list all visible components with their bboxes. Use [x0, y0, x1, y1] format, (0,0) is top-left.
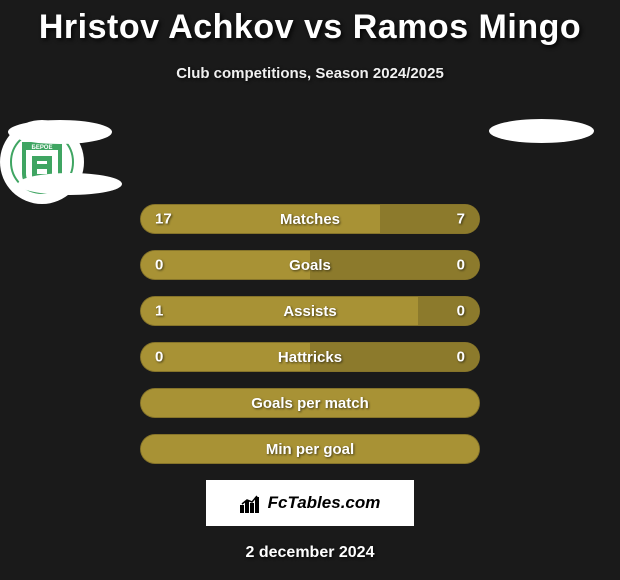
stat-value-right: 0 — [457, 257, 465, 274]
subtitle: Club competitions, Season 2024/2025 — [0, 65, 620, 82]
stat-row-goals: 0 0 Goals — [140, 250, 480, 280]
player-left-avatar-1 — [8, 120, 112, 144]
comparison-content: БЕРОЕ 17 7 Matches 0 0 Goals 1 0 Assists 0 0 Hat… — [0, 120, 620, 562]
stat-label: Goals per match — [251, 395, 369, 412]
player-right-avatar-1 — [489, 119, 594, 143]
fctables-logo-icon — [240, 493, 262, 513]
stat-label: Hattricks — [278, 349, 342, 366]
brand-badge[interactable]: FcTables.com — [206, 480, 414, 526]
stat-value-right: 0 — [457, 303, 465, 320]
footer-date: 2 december 2024 — [0, 544, 620, 562]
stat-label: Assists — [283, 303, 336, 320]
stat-value-left: 17 — [155, 211, 172, 228]
stat-value-left: 0 — [155, 257, 163, 274]
stat-label: Goals — [289, 257, 331, 274]
stat-value-right: 0 — [457, 349, 465, 366]
stat-label: Matches — [280, 211, 340, 228]
stat-value-right: 7 — [457, 211, 465, 228]
stats-column: 17 7 Matches 0 0 Goals 1 0 Assists 0 0 Hattricks… — [140, 204, 480, 464]
stat-fill-left — [141, 205, 380, 233]
stat-fill-right — [310, 251, 479, 279]
brand-text: FcTables.com — [268, 493, 381, 513]
page-title: Hristov Achkov vs Ramos Mingo — [0, 0, 620, 47]
stat-row-matches: 17 7 Matches — [140, 204, 480, 234]
stat-fill-left — [141, 297, 418, 325]
stat-row-min-per-goal: Min per goal — [140, 434, 480, 464]
badge-text: БЕРОЕ — [32, 145, 53, 151]
stat-value-left: 1 — [155, 303, 163, 320]
stat-value-left: 0 — [155, 349, 163, 366]
player-left-avatar-2 — [18, 173, 122, 195]
stat-row-goals-per-match: Goals per match — [140, 388, 480, 418]
stat-row-hattricks: 0 0 Hattricks — [140, 342, 480, 372]
stat-fill-right — [418, 297, 479, 325]
stat-row-assists: 1 0 Assists — [140, 296, 480, 326]
stat-fill-left — [141, 251, 310, 279]
stat-label: Min per goal — [266, 441, 354, 458]
